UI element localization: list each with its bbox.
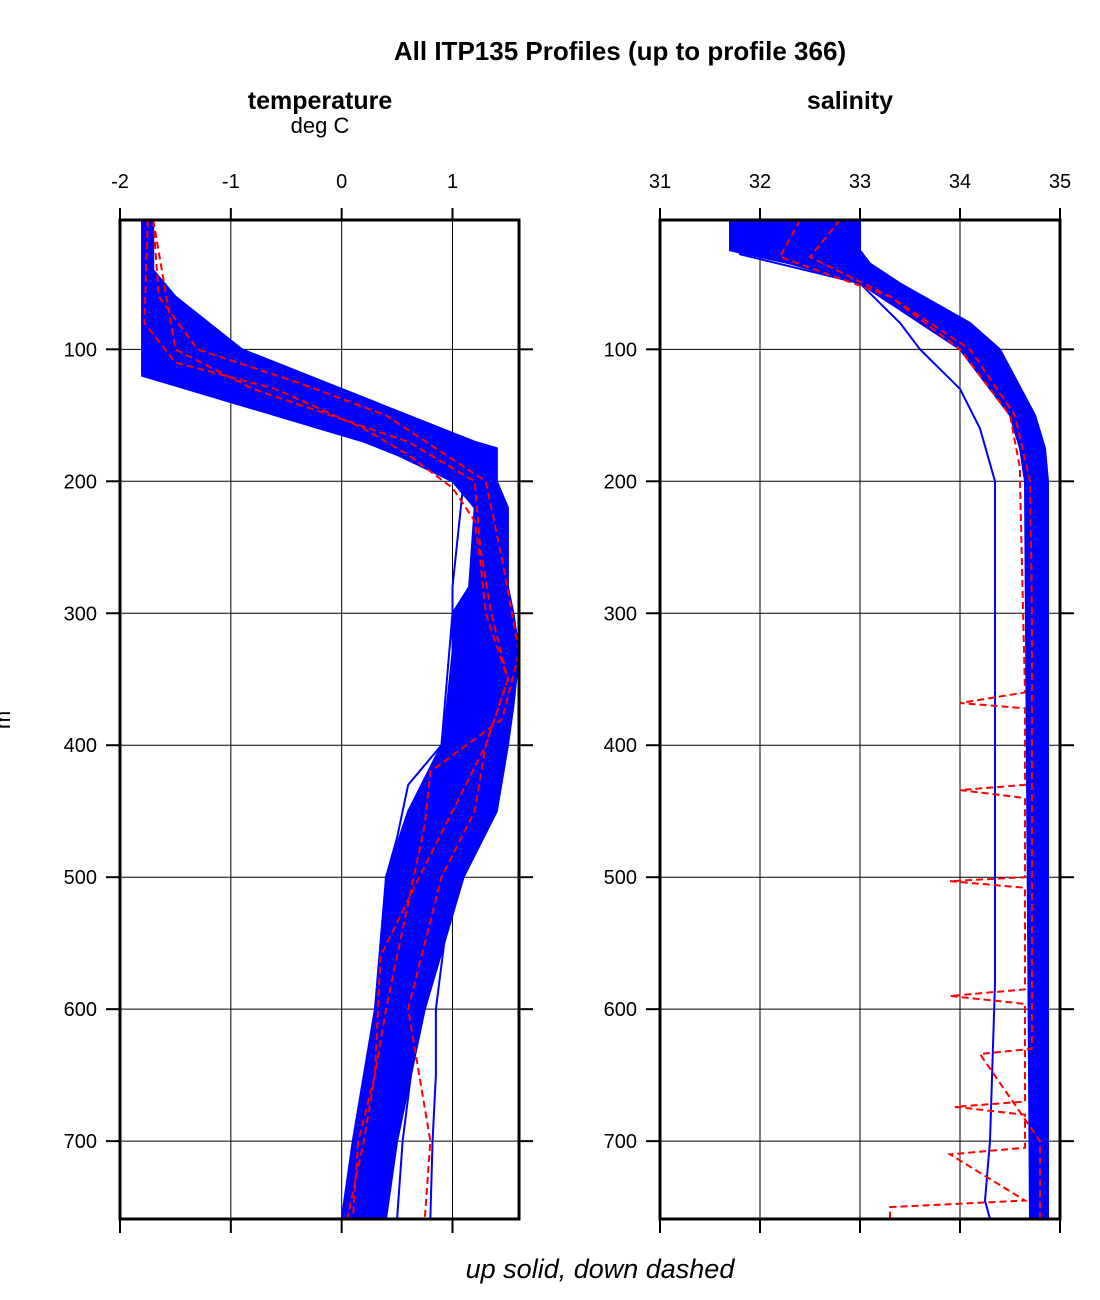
x-tick-label: -1 bbox=[222, 171, 240, 193]
up-profiles-band bbox=[729, 220, 1049, 1219]
down-profile-line bbox=[778, 220, 1029, 1219]
x-tick-label: 0 bbox=[336, 171, 347, 193]
y-tick-label: 500 bbox=[604, 867, 637, 889]
y-tick-label: 200 bbox=[604, 471, 637, 493]
profiles bbox=[729, 220, 1049, 1219]
y-tick-label: 400 bbox=[64, 735, 97, 757]
down-profile-line bbox=[808, 220, 1041, 1219]
x-tick-label: 33 bbox=[849, 171, 871, 193]
x-tick-label: 35 bbox=[1049, 171, 1071, 193]
x-tick-label: 1 bbox=[447, 171, 458, 193]
y-tick-label: 600 bbox=[604, 999, 637, 1021]
up-profile-line bbox=[141, 220, 465, 1219]
y-tick-label: 100 bbox=[604, 339, 637, 361]
y-tick-label: 600 bbox=[64, 999, 97, 1021]
up-profile-line bbox=[759, 220, 1046, 1219]
y-tick-label: 100 bbox=[64, 339, 97, 361]
y-axis-label: m bbox=[0, 711, 15, 729]
down-profile-line bbox=[152, 220, 509, 1219]
profiles bbox=[141, 220, 519, 1219]
x-tick-label: 34 bbox=[949, 171, 971, 193]
y-tick-label: 400 bbox=[604, 735, 637, 757]
up-profile-line bbox=[146, 220, 504, 1219]
temperature-panel: -2 -1 0 1 100 200 300 400 500 600 700 bbox=[64, 171, 533, 1233]
salinity-panel: 31 32 33 34 35 100 200 300 400 500 600 700 bbox=[604, 171, 1074, 1233]
temperature-xlabel: deg C bbox=[291, 113, 350, 138]
y-tick-label: 700 bbox=[604, 1131, 637, 1153]
y-tick-label: 300 bbox=[64, 603, 97, 625]
footer-note: up solid, down dashed bbox=[466, 1254, 736, 1284]
x-tick-label: 32 bbox=[749, 171, 771, 193]
salinity-subplot-title: salinity bbox=[807, 87, 893, 115]
up-profiles-band bbox=[141, 220, 519, 1219]
y-tick-label: 500 bbox=[64, 867, 97, 889]
y-tick-label: 300 bbox=[604, 603, 637, 625]
plot-frame bbox=[658, 218, 1062, 1221]
chart-title: All ITP135 Profiles (up to profile 366) bbox=[394, 36, 846, 66]
temperature-subplot-title: temperature bbox=[248, 87, 393, 115]
y-tick-label: 700 bbox=[64, 1131, 97, 1153]
down-profile-line bbox=[152, 220, 519, 1219]
plot-frame bbox=[118, 218, 521, 1221]
y-tick-label: 200 bbox=[64, 471, 97, 493]
x-tick-label: -2 bbox=[111, 171, 129, 193]
up-profile-line bbox=[729, 220, 996, 1219]
x-tick-label: 31 bbox=[649, 171, 671, 193]
down-profile-line bbox=[143, 220, 509, 1219]
